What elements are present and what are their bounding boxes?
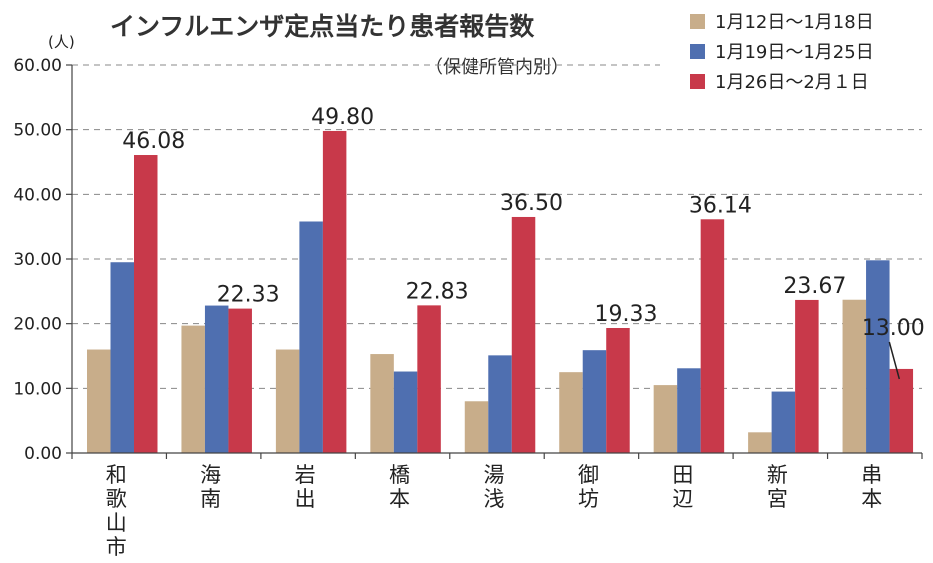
bar-1-5 bbox=[464, 401, 489, 453]
bar-3-6 bbox=[606, 327, 630, 453]
category-label: 海南 bbox=[200, 463, 221, 511]
chart-title: インフルエンザ定点当たり患者報告数 bbox=[110, 12, 535, 41]
category-labels: 和歌山市 海南 岩出 橋本 湯浅 御坊 田辺 新宮 串本 bbox=[106, 463, 883, 559]
bar-1-4 bbox=[370, 354, 394, 453]
data-label: 49.80 bbox=[311, 105, 374, 130]
bar-1-9 bbox=[842, 299, 867, 453]
bar-3-3 bbox=[322, 130, 347, 453]
bar-3-9 bbox=[889, 368, 914, 453]
category-label: 湯浅 bbox=[484, 463, 505, 511]
data-label: 46.08 bbox=[122, 129, 185, 154]
data-label: 22.33 bbox=[217, 283, 280, 308]
bar-2-6 bbox=[582, 350, 607, 453]
legend-swatch bbox=[690, 44, 705, 59]
bar-1-7 bbox=[653, 385, 678, 453]
y-tick-label: 30.00 bbox=[13, 250, 62, 270]
data-label: 36.14 bbox=[689, 193, 752, 218]
category-label: 岩出 bbox=[295, 463, 316, 511]
y-axis-ticks: 0.00 10.00 20.00 30.00 40.00 50.00 60.00 bbox=[13, 56, 72, 464]
y-tick-label: 0.00 bbox=[24, 444, 62, 464]
y-tick-label: 50.00 bbox=[13, 121, 62, 141]
data-label: 13.00 bbox=[862, 316, 925, 341]
data-label: 23.67 bbox=[783, 274, 846, 299]
bar-3-2 bbox=[228, 308, 252, 453]
y-tick-label: 60.00 bbox=[13, 56, 62, 76]
legend-label: 1月19日～1月25日 bbox=[715, 42, 874, 63]
legend-label: 1月12日～1月18日 bbox=[715, 12, 874, 33]
bar-2-2 bbox=[204, 305, 229, 453]
legend-swatch bbox=[690, 74, 705, 89]
bar-1-2 bbox=[181, 325, 205, 453]
legend-swatch bbox=[690, 14, 705, 29]
bar-3-7 bbox=[700, 219, 725, 453]
data-label: 36.50 bbox=[500, 191, 563, 216]
bar-1-6 bbox=[559, 372, 583, 453]
bars bbox=[87, 130, 914, 454]
bar-2-3 bbox=[299, 221, 323, 453]
chart-subtitle: （保健所管内別） bbox=[425, 57, 569, 78]
bar-1-8 bbox=[748, 432, 772, 453]
bar-2-5 bbox=[488, 355, 512, 453]
legend: 1月12日～1月18日 1月19日～1月25日 1月26日～2月１日 bbox=[660, 5, 925, 105]
y-tick-label: 10.00 bbox=[13, 379, 62, 399]
category-label: 田辺 bbox=[672, 463, 693, 511]
category-label: 橋本 bbox=[389, 463, 410, 511]
y-axis-unit: (人) bbox=[48, 33, 75, 51]
category-label: 新宮 bbox=[767, 463, 788, 511]
category-label: 和歌山市 bbox=[106, 463, 127, 559]
y-tick-label: 20.00 bbox=[13, 315, 62, 335]
data-label-leader bbox=[888, 341, 901, 380]
legend-label: 1月26日～2月１日 bbox=[715, 72, 869, 93]
bar-3-8 bbox=[795, 299, 819, 453]
bar-2-7 bbox=[677, 368, 701, 453]
bar-2-4 bbox=[393, 371, 418, 453]
bar-2-8 bbox=[771, 391, 796, 453]
bar-3-5 bbox=[511, 216, 536, 453]
bar-3-4 bbox=[417, 305, 441, 453]
bar-1-1 bbox=[87, 349, 111, 453]
axes bbox=[71, 65, 923, 459]
data-label: 19.33 bbox=[594, 302, 657, 327]
bar-2-9 bbox=[866, 260, 890, 453]
data-labels: 46.08 22.33 49.80 22.83 36.50 19.33 36.14 23.67… bbox=[122, 105, 925, 380]
bar-3-1 bbox=[134, 155, 158, 454]
bar-2-1 bbox=[110, 262, 134, 453]
data-label: 22.83 bbox=[406, 279, 469, 304]
y-tick-label: 40.00 bbox=[13, 185, 62, 205]
bar-1-3 bbox=[275, 349, 300, 453]
category-label: 串本 bbox=[861, 463, 882, 511]
category-label: 御坊 bbox=[578, 463, 599, 511]
